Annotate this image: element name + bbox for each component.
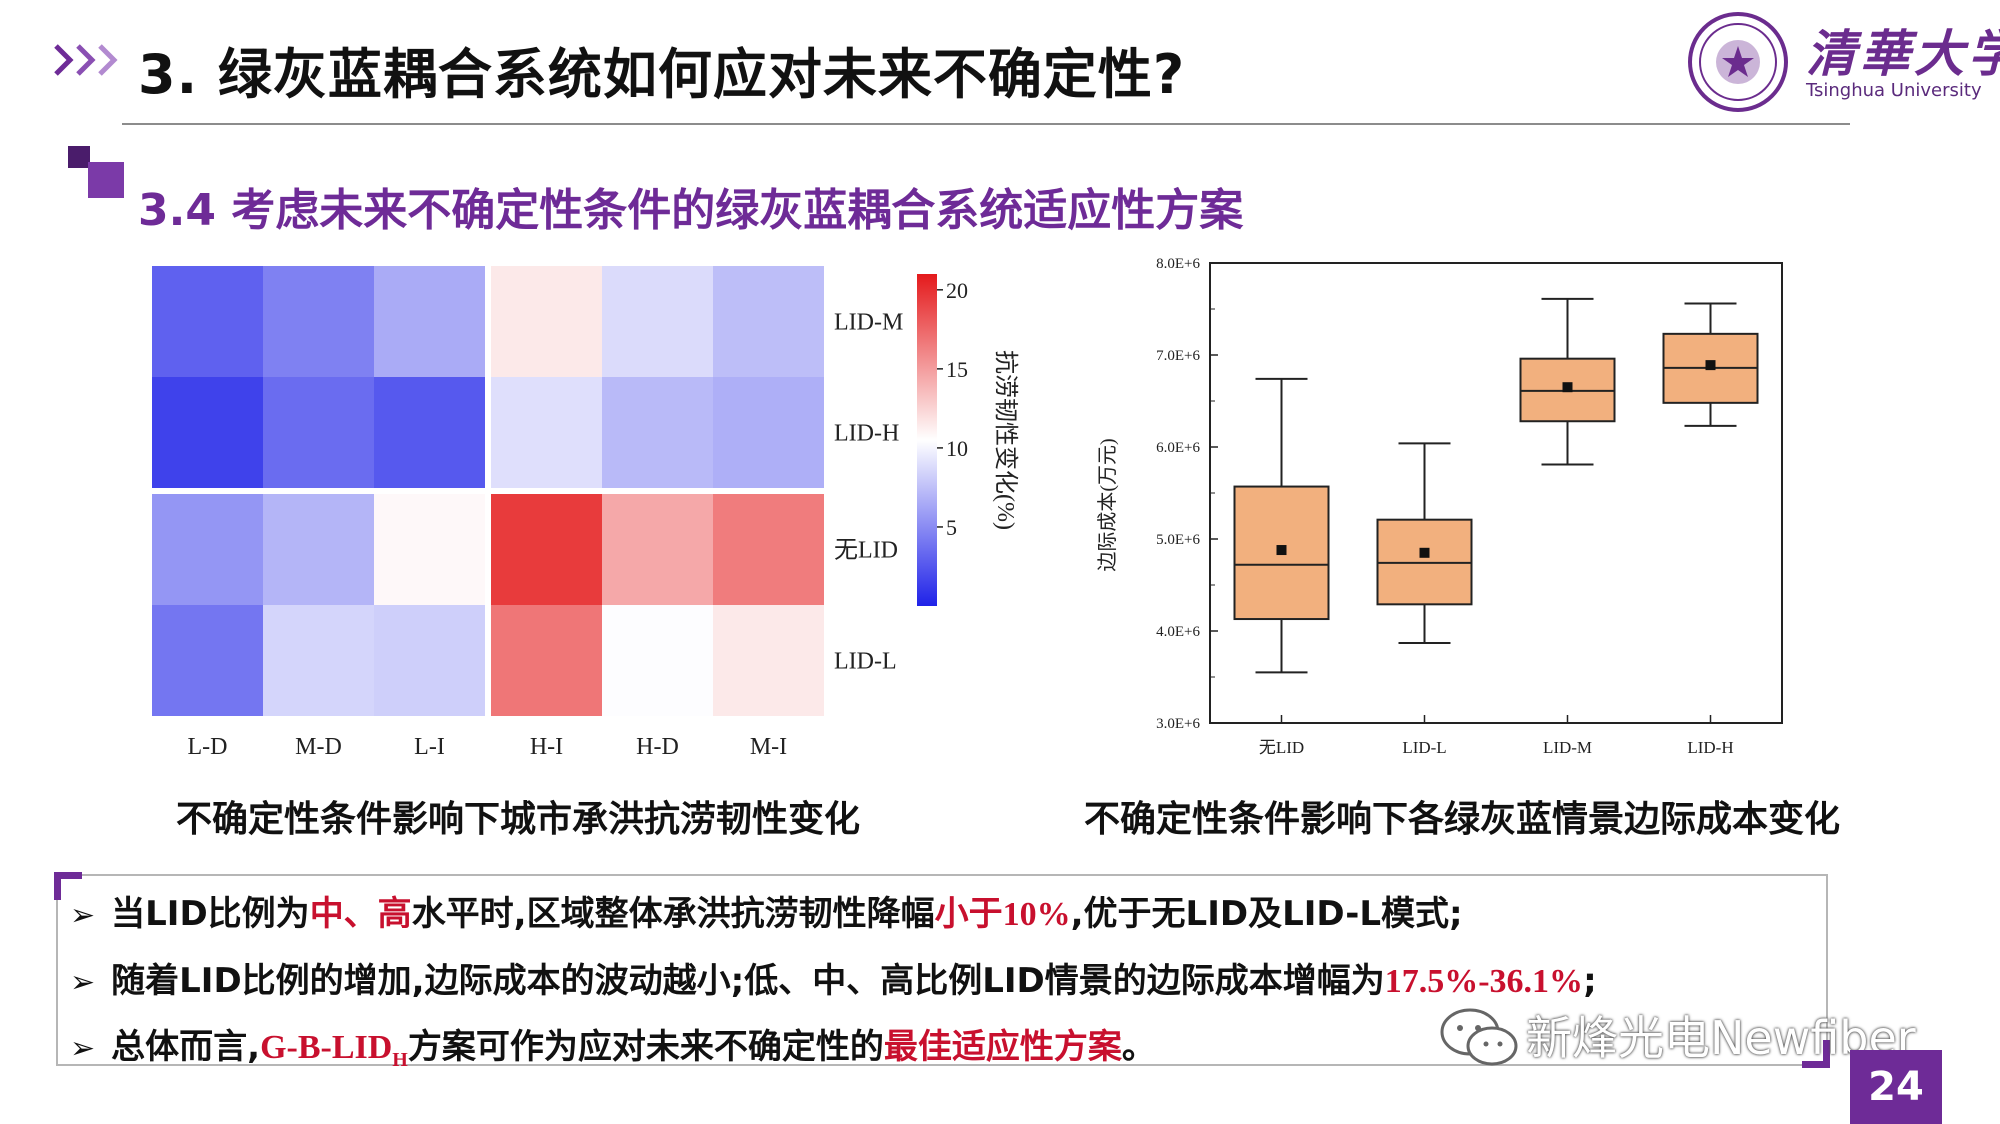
resilience-heatmap: L-D M-D L-I H-I H-D M-I LID-M LID-H 无LID LID-L 2…: [152, 266, 1019, 758]
heatmap-column-label: H-D: [636, 734, 679, 758]
heatmap-row-label: LID-L: [834, 649, 897, 675]
colorbar: [917, 274, 937, 606]
university-logo-text: 清華大学: [1806, 24, 2000, 83]
heatmap-column-label: L-I: [414, 734, 445, 758]
heatmap-cell: [713, 266, 824, 377]
page-number: 24: [1850, 1050, 1942, 1124]
section-subtitle: 3.4 考虑未来不确定性条件的绿灰蓝耦合系统适应性方案: [138, 185, 1244, 236]
colorbar-tick-label: 15: [946, 357, 968, 382]
x-tick-label: 无LID: [1259, 738, 1304, 757]
heatmap-cell: [491, 605, 602, 716]
x-tick-label: LID-H: [1687, 738, 1733, 757]
heatmap-cell: [263, 266, 374, 377]
heatmap-cell: [602, 377, 713, 488]
conclusion-text: 随着LID比例的增加,边际成本的波动越小;低、中、高比例LID情景的边际成本增幅…: [111, 953, 1597, 1002]
wechat-icon: [1440, 1008, 1518, 1066]
heatmap-cell: [263, 494, 374, 605]
highlight-text: 小于10%: [934, 896, 1071, 933]
highlight-text: G-B-LID: [260, 1029, 393, 1066]
mean-marker: [1419, 547, 1430, 558]
y-tick-label: 5.0E+6: [1156, 532, 1200, 548]
heatmap-column-label: H-I: [530, 734, 563, 758]
heatmap-cell: [152, 377, 263, 488]
highlight-text: 17.5%-36.1%: [1384, 963, 1584, 1000]
header-divider: [122, 123, 1850, 125]
y-tick-label: 4.0E+6: [1156, 624, 1200, 640]
heatmap-cell: [713, 494, 824, 605]
highlight-text: 最佳适应性方案: [883, 1027, 1122, 1067]
marginal-cost-boxplot: 3.0E+6 4.0E+6 5.0E+6 6.0E+6 7.0E+6 8.0E+6 无LID…: [1096, 256, 1783, 757]
heatmap-cell: [602, 605, 713, 716]
conclusion-item: ➢ 总体而言,G-B-LIDH方案可作为应对未来不确定性的最佳适应性方案。: [70, 1019, 1156, 1072]
mean-marker: [1562, 382, 1573, 393]
conclusion-item: ➢ 随着LID比例的增加,边际成本的波动越小;低、中、高比例LID情景的边际成本增…: [70, 953, 1597, 1002]
body-text: 水平时,区域整体承洪抗涝韧性降幅: [411, 894, 935, 934]
heatmap-cell: [152, 266, 263, 377]
x-tick-label: LID-L: [1402, 738, 1446, 757]
slide-title: 3. 绿灰蓝耦合系统如何应对未来不确定性?: [138, 43, 1186, 106]
y-tick-label: 3.0E+6: [1156, 716, 1200, 732]
colorbar-label: 抗涝韧性变化(%): [992, 350, 1019, 530]
heatmap-caption: 不确定性条件影响下城市承洪抗涝韧性变化: [176, 799, 861, 840]
heatmap-cell: [713, 377, 824, 488]
body-text: 总体而言,: [111, 1027, 261, 1067]
bullet-arrow-icon: ➢: [70, 898, 96, 933]
conclusion-text: 总体而言,G-B-LIDH方案可作为应对未来不确定性的最佳适应性方案。: [111, 1019, 1156, 1072]
heatmap-row-label: LID-M: [834, 310, 903, 336]
highlight-text: H: [392, 1048, 408, 1071]
heatmap-cell: [602, 494, 713, 605]
bullet-arrow-icon: ➢: [70, 965, 96, 1000]
body-text: 随着LID比例的增加,边际成本的波动越小;低、中、高比例LID情景的边际成本增幅…: [111, 961, 1385, 1001]
heatmap-column-label: L-D: [188, 734, 228, 758]
body-text: 当LID比例为: [111, 894, 310, 934]
body-text: 。: [1121, 1027, 1156, 1067]
colorbar-tick-label: 5: [946, 515, 957, 540]
heatmap-cell: [713, 605, 824, 716]
heatmap-cell: [491, 377, 602, 488]
y-tick-label: 8.0E+6: [1156, 256, 1200, 272]
body-text: ;: [1583, 961, 1597, 1001]
heatmap-cell: [263, 377, 374, 488]
heatmap-cell: [263, 605, 374, 716]
heatmap-column-label: M-D: [295, 734, 342, 758]
conclusion-text: 当LID比例为中、高水平时,区域整体承洪抗涝韧性降幅小于10%,优于无LID及L…: [111, 886, 1462, 935]
body-text: ,优于无LID及LID-L模式;: [1070, 894, 1463, 934]
y-tick-label: 7.0E+6: [1156, 348, 1200, 364]
colorbar-tick-label: 20: [946, 278, 968, 303]
heatmap-cell: [602, 266, 713, 377]
heatmap-cell: [374, 377, 485, 488]
heatmap-row-label: 无LID: [834, 538, 898, 564]
heatmap-cell: [374, 494, 485, 605]
box-corner-decoration: [1802, 1040, 1830, 1068]
highlight-text: 中、高: [309, 894, 412, 934]
y-tick-label: 6.0E+6: [1156, 440, 1200, 456]
body-text: 方案可作为应对未来不确定性的: [407, 1027, 884, 1067]
university-logo-english: Tsinghua University: [1806, 80, 1982, 101]
heatmap-cell: [374, 266, 485, 377]
section-mark-icon: [68, 146, 124, 198]
chevrons-icon: [54, 44, 118, 76]
x-tick-label: LID-M: [1543, 738, 1592, 757]
y-axis-label: 边际成本(万元): [1096, 438, 1119, 571]
mean-marker: [1705, 360, 1716, 371]
mean-marker: [1276, 545, 1287, 556]
heatmap-cell: [491, 266, 602, 377]
box-corner-decoration: [54, 872, 82, 900]
boxplot-caption: 不确定性条件影响下各绿灰蓝情景边际成本变化: [1084, 799, 1841, 840]
heatmap-column-label: M-I: [750, 734, 787, 758]
heatmap-cell: [491, 494, 602, 605]
conclusion-item: ➢ 当LID比例为中、高水平时,区域整体承洪抗涝韧性降幅小于10%,优于无LID及…: [70, 886, 1463, 935]
university-seal-logo: [1688, 12, 1788, 112]
heatmap-row-label: LID-H: [834, 421, 899, 447]
heatmap-cell: [152, 494, 263, 605]
heatmap-cell: [152, 605, 263, 716]
bullet-arrow-icon: ➢: [70, 1031, 96, 1066]
conclusions-box: [56, 874, 1828, 1066]
colorbar-tick-label: 10: [946, 436, 968, 461]
heatmap-cell: [374, 605, 485, 716]
